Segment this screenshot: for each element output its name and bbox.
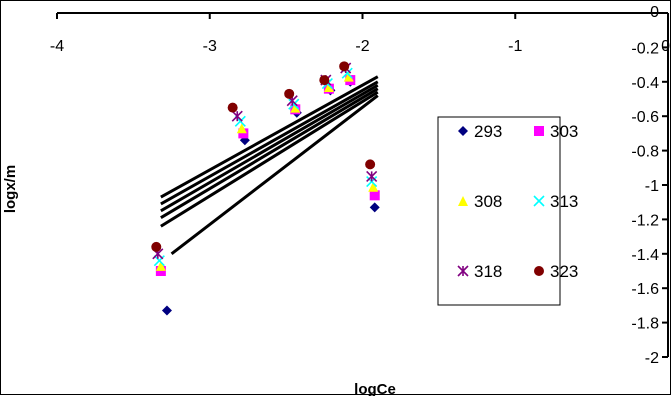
x-tick-label: 0 bbox=[661, 38, 670, 55]
data-point-313 bbox=[366, 175, 378, 188]
x-tick-label: -3 bbox=[203, 38, 217, 55]
axes: -4 -3 -2 -10-0.2-0.4-0.6-0.8-1-1.2-1.4-1.6-… bbox=[50, 4, 670, 367]
data-point-313-stroke bbox=[153, 255, 165, 267]
x-axis-title: logCe bbox=[354, 381, 396, 396]
y-tick-label: -0.2 bbox=[631, 40, 659, 57]
y-tick-label: -1.8 bbox=[631, 316, 659, 333]
y-axis-title: logx/m bbox=[2, 165, 19, 213]
data-point-323 bbox=[151, 241, 162, 252]
data-point-308 bbox=[343, 71, 354, 82]
legend-marker-303 bbox=[534, 126, 544, 136]
data-point-308 bbox=[236, 123, 247, 134]
legend-label-308: 308 bbox=[474, 192, 502, 211]
y-tick-label: -0.4 bbox=[631, 75, 659, 92]
data-point-313 bbox=[288, 98, 300, 110]
legend-label-313: 313 bbox=[550, 192, 578, 211]
x-tick-label: -4 bbox=[50, 38, 64, 55]
data-point-323 bbox=[365, 159, 376, 170]
x-tick-label: -1 bbox=[508, 38, 522, 55]
data-point-308 bbox=[290, 102, 301, 113]
data-point-303 bbox=[238, 128, 249, 139]
series-313 bbox=[153, 67, 378, 267]
series-323 bbox=[151, 61, 376, 252]
fit-line bbox=[170, 94, 379, 255]
data-point-293 bbox=[369, 202, 380, 213]
data-point-323 bbox=[319, 75, 330, 86]
data-point-313 bbox=[153, 255, 165, 267]
data-point-308 bbox=[368, 181, 379, 192]
legend-marker-293 bbox=[458, 126, 468, 136]
data-point-318 bbox=[366, 170, 378, 182]
series-308 bbox=[155, 71, 379, 271]
data-point-318 bbox=[231, 110, 243, 122]
legend-marker-308 bbox=[458, 196, 468, 206]
legend-marker-318 bbox=[457, 265, 469, 277]
fit-line bbox=[160, 75, 379, 199]
y-tick-label: -1 bbox=[645, 178, 659, 195]
fit-lines bbox=[160, 75, 379, 255]
legend: 293 303 308 313 318 323 bbox=[437, 116, 578, 306]
y-tick-label: -2 bbox=[645, 350, 659, 367]
x-tick-label: -2 bbox=[355, 38, 369, 55]
legend-marker-313-stroke bbox=[533, 195, 545, 207]
data-point-303 bbox=[369, 190, 380, 201]
data-point-303 bbox=[155, 266, 166, 276]
legend-marker-313 bbox=[533, 195, 545, 207]
legend-label-303: 303 bbox=[550, 122, 578, 141]
y-tick-label: 0 bbox=[650, 4, 659, 21]
data-point-323 bbox=[227, 102, 238, 113]
y-tick-label: -1.4 bbox=[631, 247, 659, 264]
y-tick-label: -0.6 bbox=[631, 109, 659, 126]
fit-line bbox=[160, 87, 379, 219]
data-point-323 bbox=[284, 88, 295, 99]
y-tick-label: -1.6 bbox=[631, 281, 659, 298]
data-points bbox=[151, 61, 380, 316]
fit-line bbox=[160, 83, 379, 213]
data-point-313-stroke bbox=[366, 175, 378, 188]
fit-line bbox=[160, 80, 379, 206]
data-point-313-stroke bbox=[341, 67, 353, 79]
data-point-313-stroke bbox=[288, 98, 300, 110]
legend-label-293: 293 bbox=[474, 122, 502, 141]
data-point-308 bbox=[323, 81, 334, 92]
legend-marker-323 bbox=[534, 266, 544, 276]
data-point-293 bbox=[161, 305, 172, 316]
fit-line bbox=[160, 90, 379, 228]
data-point-308 bbox=[155, 260, 166, 271]
data-point-313-stroke bbox=[234, 115, 246, 127]
legend-label-318: 318 bbox=[474, 262, 502, 281]
legend-label-323: 323 bbox=[550, 262, 578, 281]
data-point-323 bbox=[339, 61, 350, 72]
y-tick-label: -0.8 bbox=[631, 144, 659, 161]
y-tick-label: -1.2 bbox=[631, 212, 659, 229]
